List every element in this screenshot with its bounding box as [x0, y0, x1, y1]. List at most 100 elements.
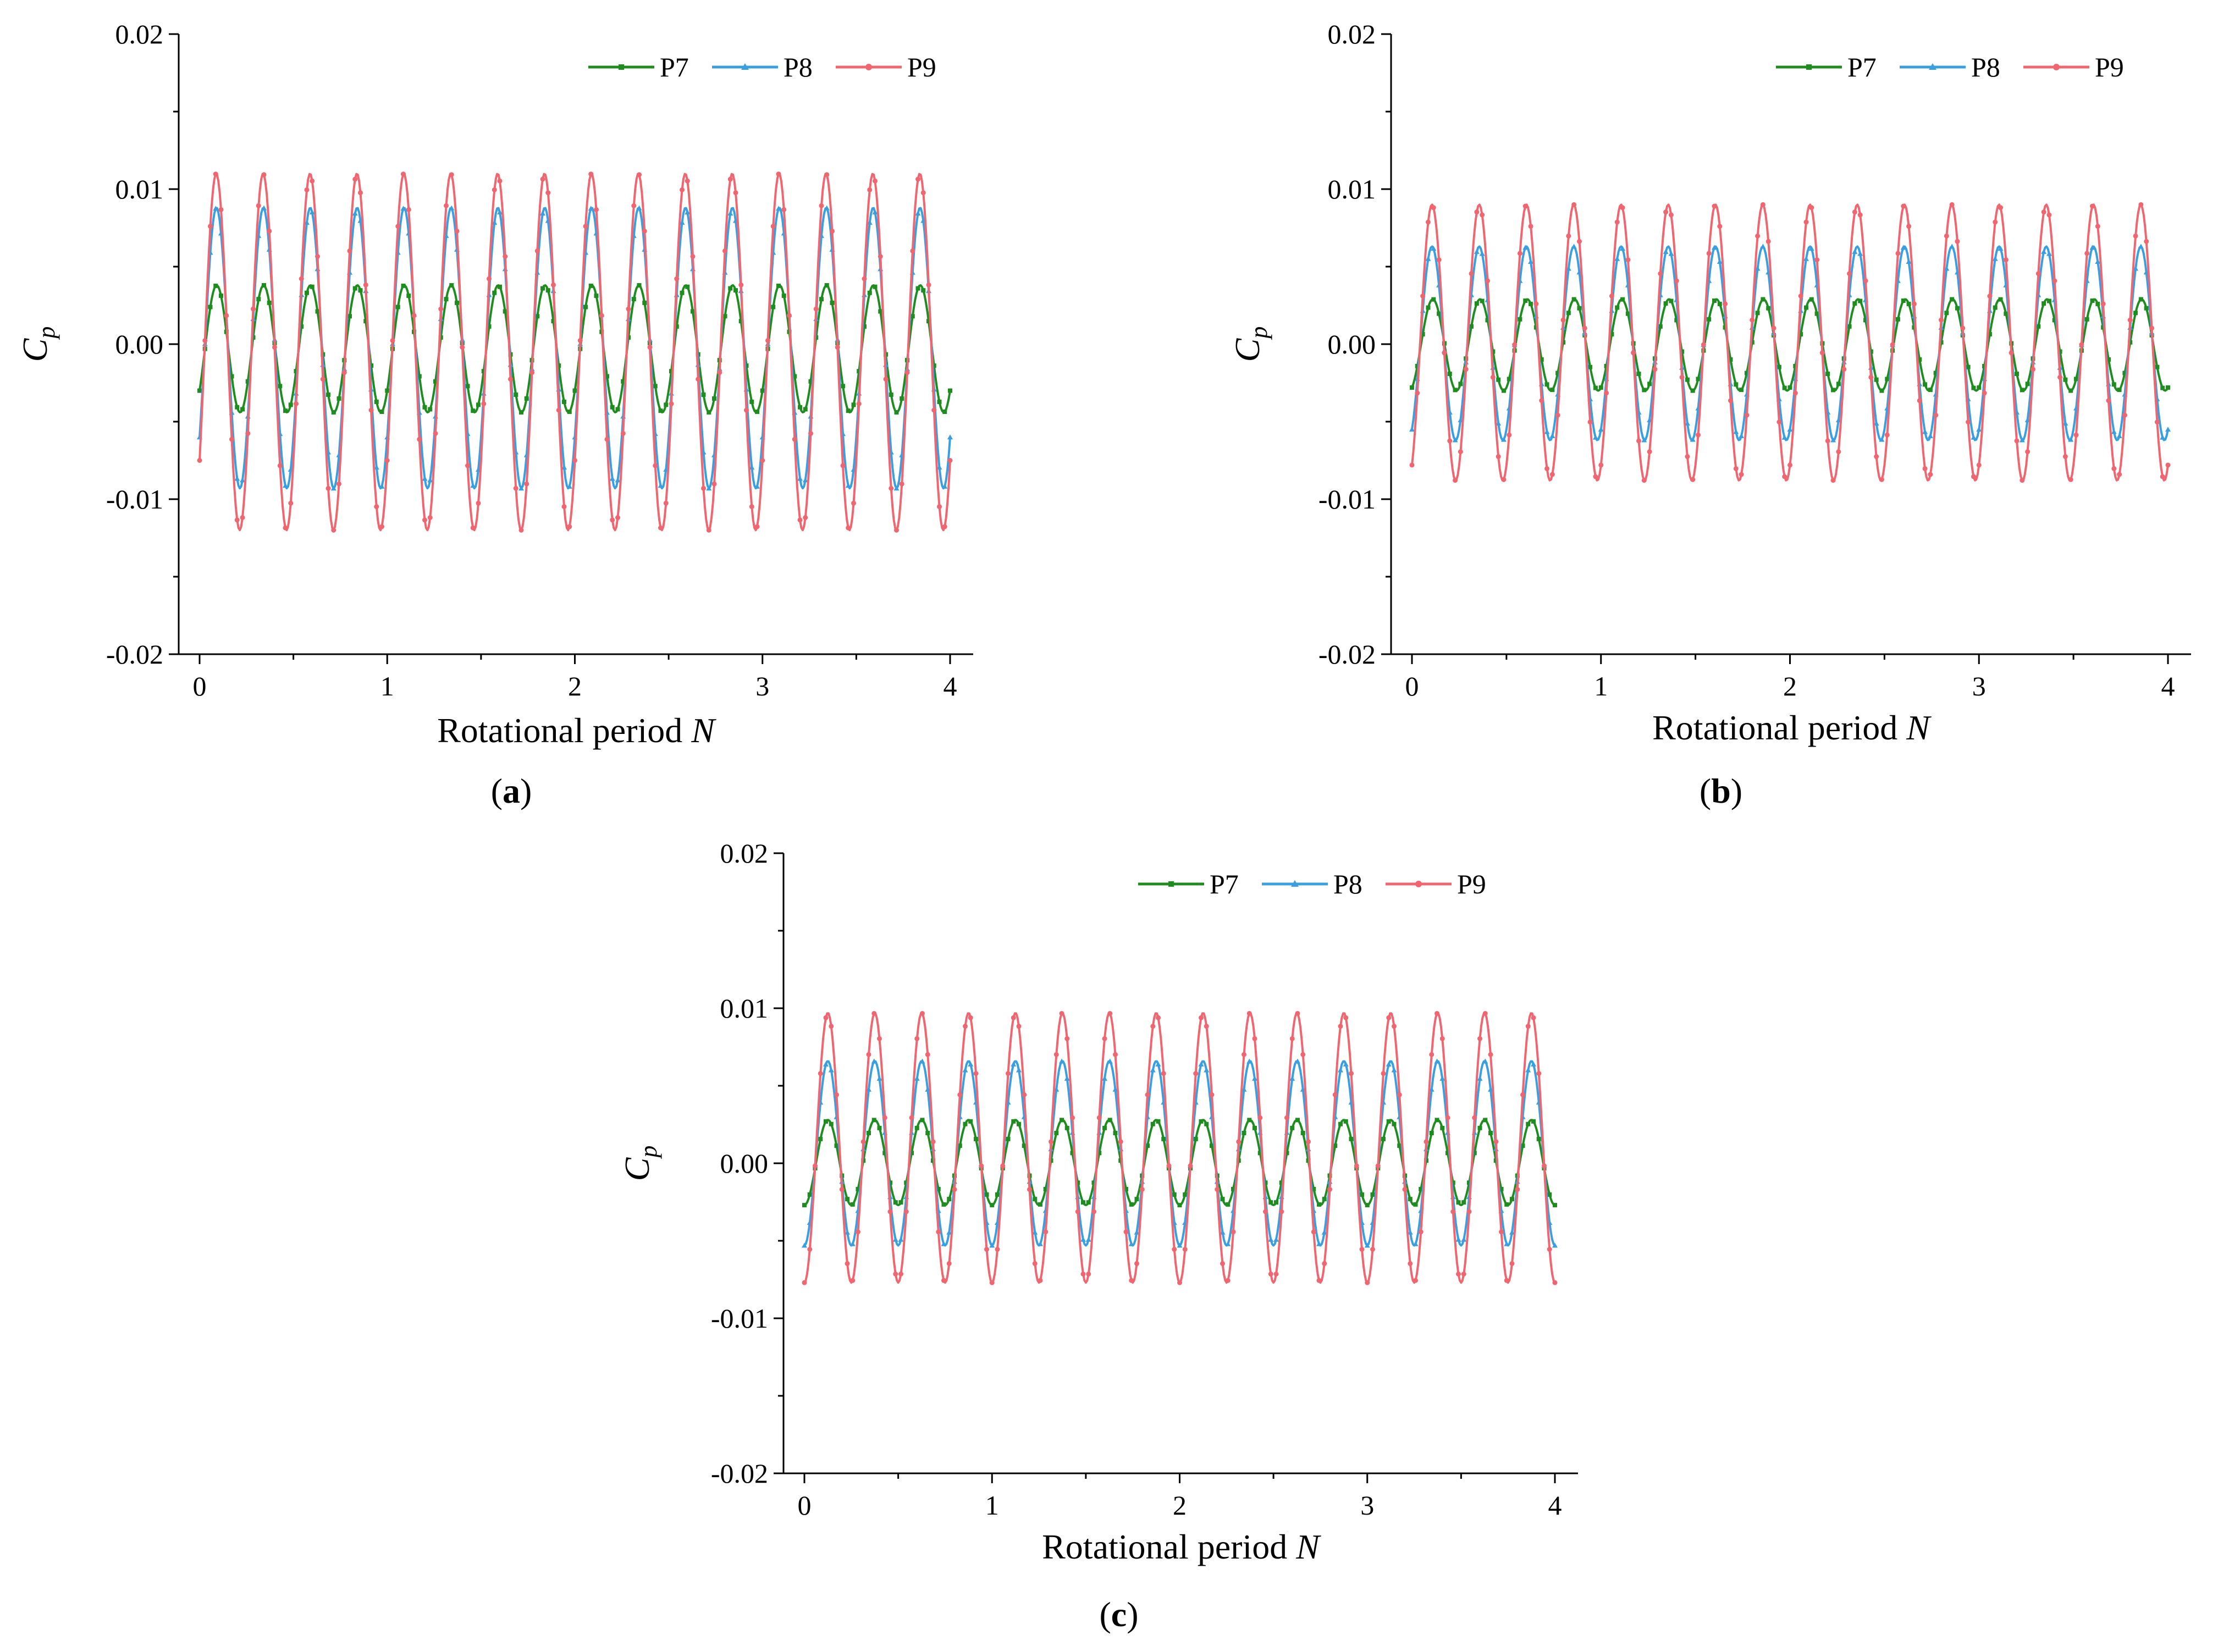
data-point-p8: [1477, 1075, 1483, 1081]
data-point-p8: [1080, 1236, 1086, 1242]
data-point-p7: [631, 297, 636, 302]
data-point-p7: [936, 1186, 941, 1191]
data-point-p9: [406, 207, 411, 212]
data-point-p7: [798, 405, 802, 410]
data-point-p7: [417, 374, 422, 379]
data-point-p7: [845, 1197, 849, 1202]
data-point-p9: [1536, 1071, 1542, 1076]
data-point-p8: [492, 219, 498, 225]
data-point-p9: [277, 463, 283, 468]
data-point-p7: [1507, 377, 1511, 382]
data-point-p7: [1798, 331, 1803, 336]
data-point-p9: [1571, 202, 1577, 207]
data-point-p7: [1566, 311, 1571, 316]
data-point-p7: [974, 1136, 978, 1141]
data-point-p7: [1636, 372, 1641, 377]
data-point-p8: [1922, 429, 1928, 434]
data-point-p7: [1017, 1121, 1021, 1126]
legend-marker-p9: [865, 64, 872, 70]
data-point-p7: [862, 324, 867, 329]
data-point-p8: [776, 206, 781, 211]
data-point-p9: [1252, 1036, 1257, 1041]
data-point-p9: [952, 1187, 957, 1192]
data-point-p7: [422, 405, 427, 410]
data-point-p9: [1911, 301, 1917, 307]
data-point-p9: [1461, 1271, 1466, 1277]
data-point-p7: [1081, 1200, 1085, 1205]
data-point-p8: [1064, 1075, 1070, 1081]
legend: P7 P8 P9: [588, 52, 936, 82]
data-point-p9: [1096, 1115, 1102, 1120]
data-point-p8: [845, 1229, 850, 1235]
data-point-p7: [867, 290, 872, 295]
data-point-p8: [1971, 434, 1977, 440]
data-point-p9: [823, 1015, 829, 1020]
data-point-p9: [347, 248, 352, 253]
data-point-p8: [823, 1061, 829, 1067]
data-point-p7: [1518, 317, 1522, 322]
data-point-p8: [1906, 258, 1912, 264]
data-point-p7: [294, 369, 299, 374]
data-point-p7: [615, 407, 620, 412]
data-point-p7: [310, 284, 315, 289]
data-point-p7: [920, 1118, 925, 1123]
data-point-p7: [1467, 1180, 1471, 1185]
data-point-p9: [594, 207, 599, 212]
data-point-p7: [1901, 298, 1906, 303]
data-point-p8: [1321, 1229, 1327, 1235]
data-point-p8: [1246, 1058, 1253, 1064]
data-point-p7: [1536, 1136, 1541, 1141]
data-point-p7: [1852, 301, 1857, 306]
data-point-p7: [2166, 385, 2170, 390]
data-point-p9: [1477, 1036, 1482, 1041]
data-point-p7: [957, 1143, 962, 1148]
data-point-p9: [1418, 1229, 1424, 1235]
data-point-p7: [1006, 1136, 1011, 1141]
data-point-p7: [1755, 311, 1760, 316]
data-point-p7: [1242, 1130, 1246, 1135]
data-point-p9: [1123, 1229, 1129, 1235]
data-point-p9: [1531, 1015, 1536, 1020]
data-point-p7: [1531, 1119, 1536, 1124]
data-point-p9: [1436, 257, 1442, 263]
data-point-p9: [887, 1209, 893, 1214]
data-point-p7: [219, 293, 223, 298]
data-point-p9: [310, 178, 315, 184]
data-point-p9: [1641, 478, 1647, 483]
data-point-p9: [202, 338, 208, 343]
legend-marker-p9: [2053, 64, 2060, 70]
data-point-p7: [1712, 298, 1717, 303]
legend-label-p9: P9: [907, 52, 936, 82]
data-point-p9: [946, 1261, 952, 1266]
data-point-p8: [1663, 248, 1669, 254]
y-tick-label: 0.02: [1328, 19, 1376, 49]
data-point-p9: [1765, 239, 1771, 244]
data-point-p9: [534, 248, 540, 253]
data-point-p9: [320, 377, 325, 382]
data-point-p9: [830, 228, 835, 234]
data-point-p8: [1434, 1058, 1440, 1064]
data-point-p9: [1939, 317, 1944, 323]
data-point-p9: [492, 187, 497, 192]
data-point-p7: [2020, 388, 2024, 393]
data-point-p9: [1609, 294, 1614, 299]
data-point-p7: [2133, 311, 2138, 316]
data-point-p7: [551, 319, 556, 324]
data-point-p7: [2128, 340, 2133, 345]
data-point-p7: [1300, 1130, 1305, 1135]
data-point-p7: [712, 396, 716, 401]
data-point-p9: [1836, 449, 1841, 455]
data-point-p9: [1512, 342, 1518, 347]
data-point-p8: [962, 1067, 968, 1073]
data-point-p7: [2095, 301, 2100, 306]
data-point-p9: [577, 338, 583, 343]
data-point-p8: [240, 477, 245, 483]
data-point-p9: [1236, 1139, 1242, 1145]
data-point-p9: [1166, 1163, 1172, 1169]
data-point-p9: [883, 377, 889, 382]
data-point-p9: [465, 463, 470, 468]
data-point-p8: [1549, 433, 1555, 439]
data-point-p9: [903, 1209, 909, 1214]
data-point-p9: [1268, 1271, 1273, 1277]
data-point-p9: [272, 345, 277, 350]
